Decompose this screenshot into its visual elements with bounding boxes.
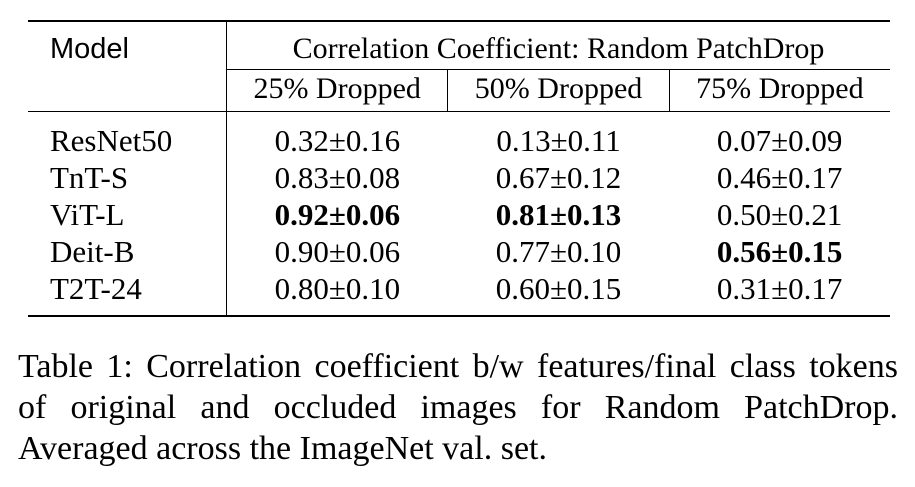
cell-value: 0.90±0.06: [274, 234, 401, 269]
table-row: ResNet50 0.32±0.16 0.13±0.11 0.07±0.09: [28, 111, 890, 159]
header-row-group: Model Correlation Coefficient: Random Pa…: [28, 21, 890, 112]
table-caption: Table 1: Correlation coefficient b/w fea…: [18, 348, 898, 467]
header-row-sub: 25% Dropped 50% Dropped 75% Dropped: [28, 69, 890, 112]
results-table-container: Model Correlation Coefficient: Random Pa…: [28, 20, 890, 317]
table-row: T2T-24 0.80±0.10 0.60±0.15 0.31±0.17: [28, 270, 890, 316]
sub-header-25: 25% Dropped: [226, 69, 449, 112]
cell-value: 0.31±0.17: [716, 271, 843, 306]
cell-value: 0.60±0.15: [495, 271, 622, 306]
cell-value: 0.13±0.11: [496, 123, 621, 158]
cell-value: 0.80±0.10: [274, 271, 401, 306]
cell-value-best: 0.81±0.13: [495, 197, 622, 232]
sub-header-50: 50% Dropped: [447, 69, 670, 112]
cell-value: 0.67±0.12: [495, 160, 622, 195]
table-row: TnT-S 0.83±0.08 0.67±0.12 0.46±0.17: [28, 159, 890, 196]
table-row: ViT-L 0.92±0.06 0.81±0.13 0.50±0.21: [28, 196, 890, 233]
table-row: Deit-B 0.90±0.06 0.77±0.10 0.56±0.15: [28, 233, 890, 270]
cell-value: 0.50±0.21: [716, 197, 843, 232]
model-name: ResNet50: [28, 111, 227, 159]
cell-value: 0.77±0.10: [495, 234, 622, 269]
cell-value: 0.46±0.17: [716, 160, 843, 195]
cell-value: 0.32±0.16: [274, 123, 401, 158]
model-name: T2T-24: [28, 270, 227, 316]
model-name: Deit-B: [28, 233, 227, 270]
correlation-table: Model Correlation Coefficient: Random Pa…: [28, 20, 890, 317]
model-name: TnT-S: [28, 159, 227, 196]
cell-value: 0.07±0.09: [716, 123, 843, 158]
cell-value-best: 0.92±0.06: [274, 197, 401, 232]
sub-header-75: 75% Dropped: [669, 69, 890, 112]
cell-value: 0.83±0.08: [274, 160, 401, 195]
model-column-header: Model: [28, 21, 227, 112]
group-header: Correlation Coefficient: Random PatchDro…: [292, 32, 825, 65]
cell-value-best: 0.56±0.15: [716, 234, 843, 269]
model-name: ViT-L: [28, 196, 227, 233]
